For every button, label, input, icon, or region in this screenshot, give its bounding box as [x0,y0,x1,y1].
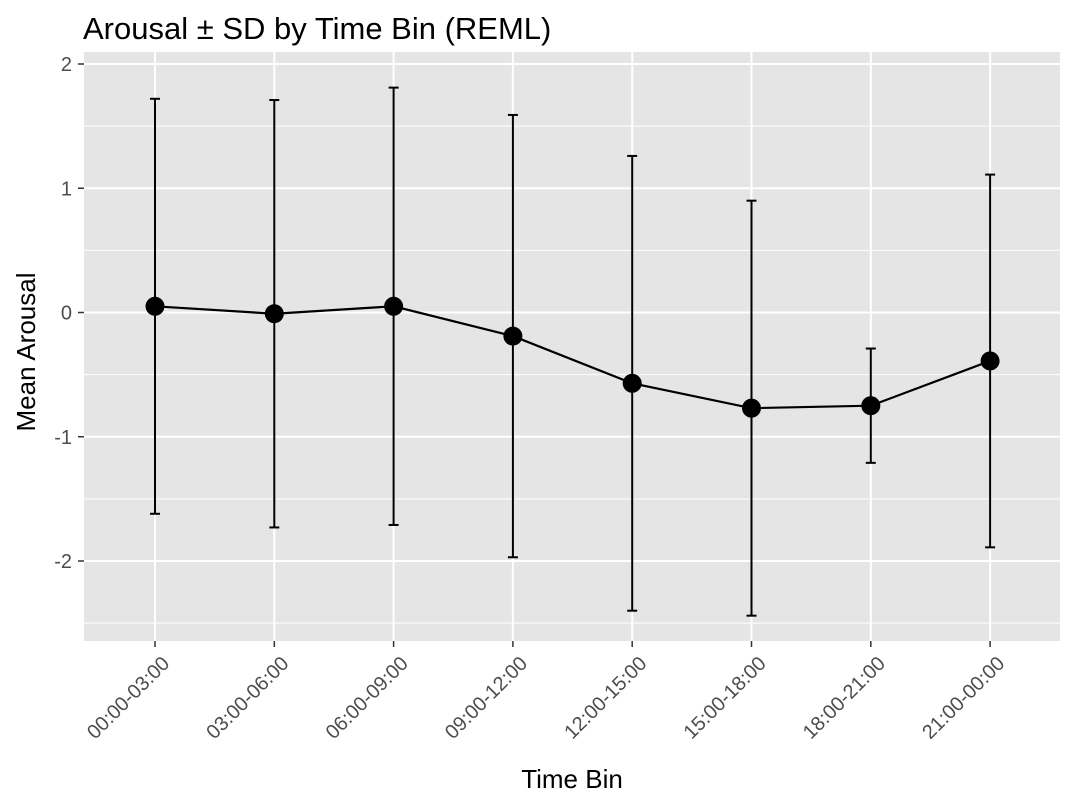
y-tick-label: 2 [61,54,72,76]
data-point [980,351,1000,371]
data-point [145,296,165,316]
x-axis: 00:00-03:00 03:00-06:00 06:00-09:00 09:00-1… [83,641,1009,744]
data-point [742,398,761,418]
y-axis: -2 -1 0 1 2 [54,54,84,573]
x-tick-label: 03:00-06:00 [202,653,293,744]
x-tick-label: 21:00-00:00 [918,653,1009,744]
y-tick-label: -2 [54,551,72,573]
data-point [622,373,642,393]
data-points [145,296,1000,418]
x-tick-label: 18:00-21:00 [799,653,890,744]
x-tick-label: 15:00-18:00 [680,653,771,744]
x-tick-label: 00:00-03:00 [83,653,174,744]
x-tick-label: 06:00-09:00 [322,653,413,744]
y-axis-title: Mean Arousal [11,273,41,432]
x-tick-label: 12:00-15:00 [560,653,651,744]
y-tick-label: -1 [54,427,72,449]
minor-grid [84,125,1060,624]
chart-title: Arousal ± SD by Time Bin (REML) [83,11,551,46]
data-point [264,304,284,324]
series-line [154,305,991,410]
plot-panel [84,52,1060,641]
data-point [861,396,881,416]
x-axis-title: Time Bin [521,764,623,794]
data-point [503,326,523,346]
y-tick-label: 0 [61,303,72,325]
data-point [384,296,404,316]
y-tick-label: 1 [61,178,72,200]
x-tick-label: 09:00-12:00 [441,653,532,744]
